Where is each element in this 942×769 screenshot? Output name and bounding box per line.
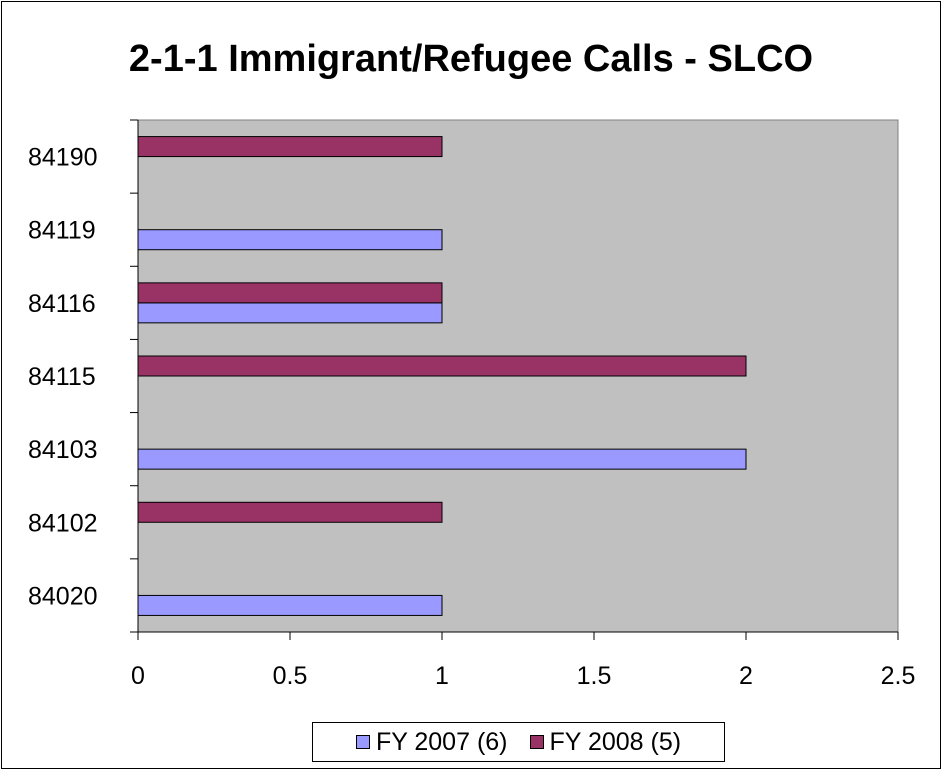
x-tick-label-2: 2	[739, 662, 753, 690]
legend-swatch-series-0	[355, 735, 370, 749]
y-tick-label-84103: 84103	[28, 436, 98, 464]
bar-84115-series-1	[137, 355, 747, 377]
x-tick-label-1.5: 1.5	[577, 662, 612, 690]
bar-84020-series-0	[137, 594, 443, 616]
legend-label-series-0: FY 2007 (6)	[375, 727, 508, 756]
legend-swatch-series-1	[529, 735, 544, 749]
bar-84119-series-0	[137, 229, 443, 251]
bar-84116-series-1	[137, 282, 443, 304]
bar-84116-series-0	[137, 302, 443, 324]
bar-84103-series-0	[137, 448, 747, 470]
x-tick-label-1: 1	[435, 662, 449, 690]
legend-item-series-0: FY 2007 (6)	[355, 727, 508, 757]
y-tick-label-84119: 84119	[28, 217, 96, 245]
y-tick-label-84020: 84020	[28, 582, 98, 610]
chart-legend: FY 2007 (6) FY 2008 (5)	[312, 722, 725, 762]
x-tick-label-0.5: 0.5	[273, 662, 308, 690]
bar-84190-series-1	[137, 136, 443, 158]
y-tick-label-84190: 84190	[28, 144, 98, 172]
y-tick-label-84116: 84116	[28, 290, 96, 318]
legend-item-series-1: FY 2008 (5)	[529, 727, 682, 757]
y-tick-label-84115: 84115	[28, 363, 96, 391]
legend-label-series-1: FY 2008 (5)	[549, 727, 682, 756]
x-tick-label-2.5: 2.5	[881, 662, 916, 690]
y-tick-label-84102: 84102	[28, 509, 98, 537]
bar-84102-series-1	[137, 501, 443, 523]
x-tick-label-0: 0	[131, 662, 145, 690]
chart-title: 2-1-1 Immigrant/Refugee Calls - SLCO	[128, 38, 814, 80]
